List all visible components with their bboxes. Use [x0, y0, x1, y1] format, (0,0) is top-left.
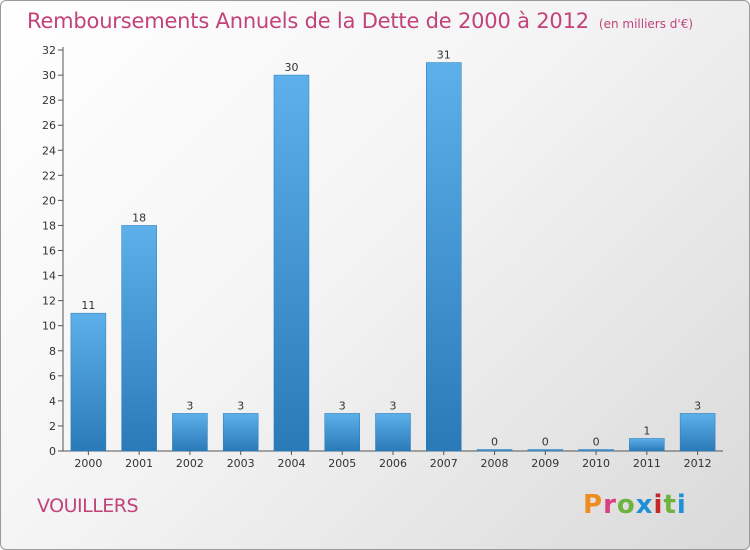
commune-name: VOUILLERS — [37, 495, 139, 517]
data-label: 1 — [643, 424, 650, 437]
y-tick-label: 24 — [42, 144, 56, 157]
bar — [476, 449, 513, 452]
data-label: 0 — [491, 436, 498, 449]
y-tick-label: 6 — [49, 370, 56, 383]
bar — [172, 413, 208, 452]
title-row: Remboursements Annuels de la Dette de 20… — [27, 9, 693, 33]
logo-letter: t — [663, 490, 677, 520]
logo-letter: i — [653, 490, 664, 520]
bar — [578, 449, 614, 452]
bar — [222, 413, 259, 452]
logo-letter: r — [603, 490, 617, 520]
y-tick-label: 30 — [42, 69, 56, 82]
data-label: 18 — [132, 211, 146, 224]
bar — [273, 74, 310, 452]
bar — [629, 438, 665, 452]
y-tick-label: 18 — [42, 219, 56, 232]
x-tick-label: 2000 — [74, 457, 102, 470]
x-tick-label: 2007 — [430, 457, 458, 470]
x-tick-label: 2004 — [277, 457, 305, 470]
bar — [121, 225, 157, 452]
bar — [426, 62, 462, 452]
data-label: 3 — [694, 399, 701, 412]
data-label: 3 — [237, 399, 244, 412]
x-tick-label: 2009 — [531, 457, 559, 470]
x-tick-label: 2010 — [582, 457, 610, 470]
x-tick-label: 2001 — [125, 457, 153, 470]
data-label: 0 — [542, 436, 549, 449]
x-tick-label: 2002 — [176, 457, 204, 470]
data-label: 3 — [186, 399, 193, 412]
x-tick-label: 2011 — [633, 457, 661, 470]
y-tick-label: 32 — [42, 44, 56, 57]
bar — [70, 312, 107, 452]
y-tick-label: 28 — [42, 94, 56, 107]
y-tick-label: 26 — [42, 119, 56, 132]
x-tick-label: 2006 — [379, 457, 407, 470]
x-tick-label: 2012 — [684, 457, 712, 470]
chart-title: Remboursements Annuels de la Dette de 20… — [27, 9, 589, 33]
y-tick-label: 12 — [42, 295, 56, 308]
bar — [679, 413, 716, 452]
data-label: 11 — [81, 299, 95, 312]
y-tick-label: 16 — [42, 245, 56, 258]
bar — [324, 413, 360, 452]
y-tick-label: 10 — [42, 320, 56, 333]
y-tick-label: 0 — [49, 445, 56, 458]
logo-letter: i — [676, 490, 687, 520]
logo-letter: o — [616, 490, 636, 520]
chart-unit: (en milliers d'€) — [598, 17, 694, 31]
y-tick-label: 2 — [49, 420, 56, 433]
data-label: 30 — [284, 61, 298, 74]
logo-letter: P — [583, 490, 604, 520]
data-label: 3 — [390, 399, 397, 412]
data-label: 3 — [339, 399, 346, 412]
data-label: 31 — [437, 49, 451, 62]
data-label: 0 — [593, 436, 600, 449]
proxiti-logo: Proxiti — [583, 490, 687, 520]
y-tick-label: 14 — [42, 270, 56, 283]
x-tick-label: 2005 — [328, 457, 356, 470]
y-tick-label: 8 — [49, 345, 56, 358]
logo-letter: x — [635, 490, 654, 520]
y-tick-label: 22 — [42, 169, 56, 182]
y-tick-label: 20 — [42, 194, 56, 207]
y-tick-label: 4 — [49, 395, 56, 408]
bar — [375, 413, 411, 452]
bar — [527, 449, 564, 452]
x-tick-label: 2003 — [227, 457, 255, 470]
x-tick-label: 2008 — [481, 457, 509, 470]
